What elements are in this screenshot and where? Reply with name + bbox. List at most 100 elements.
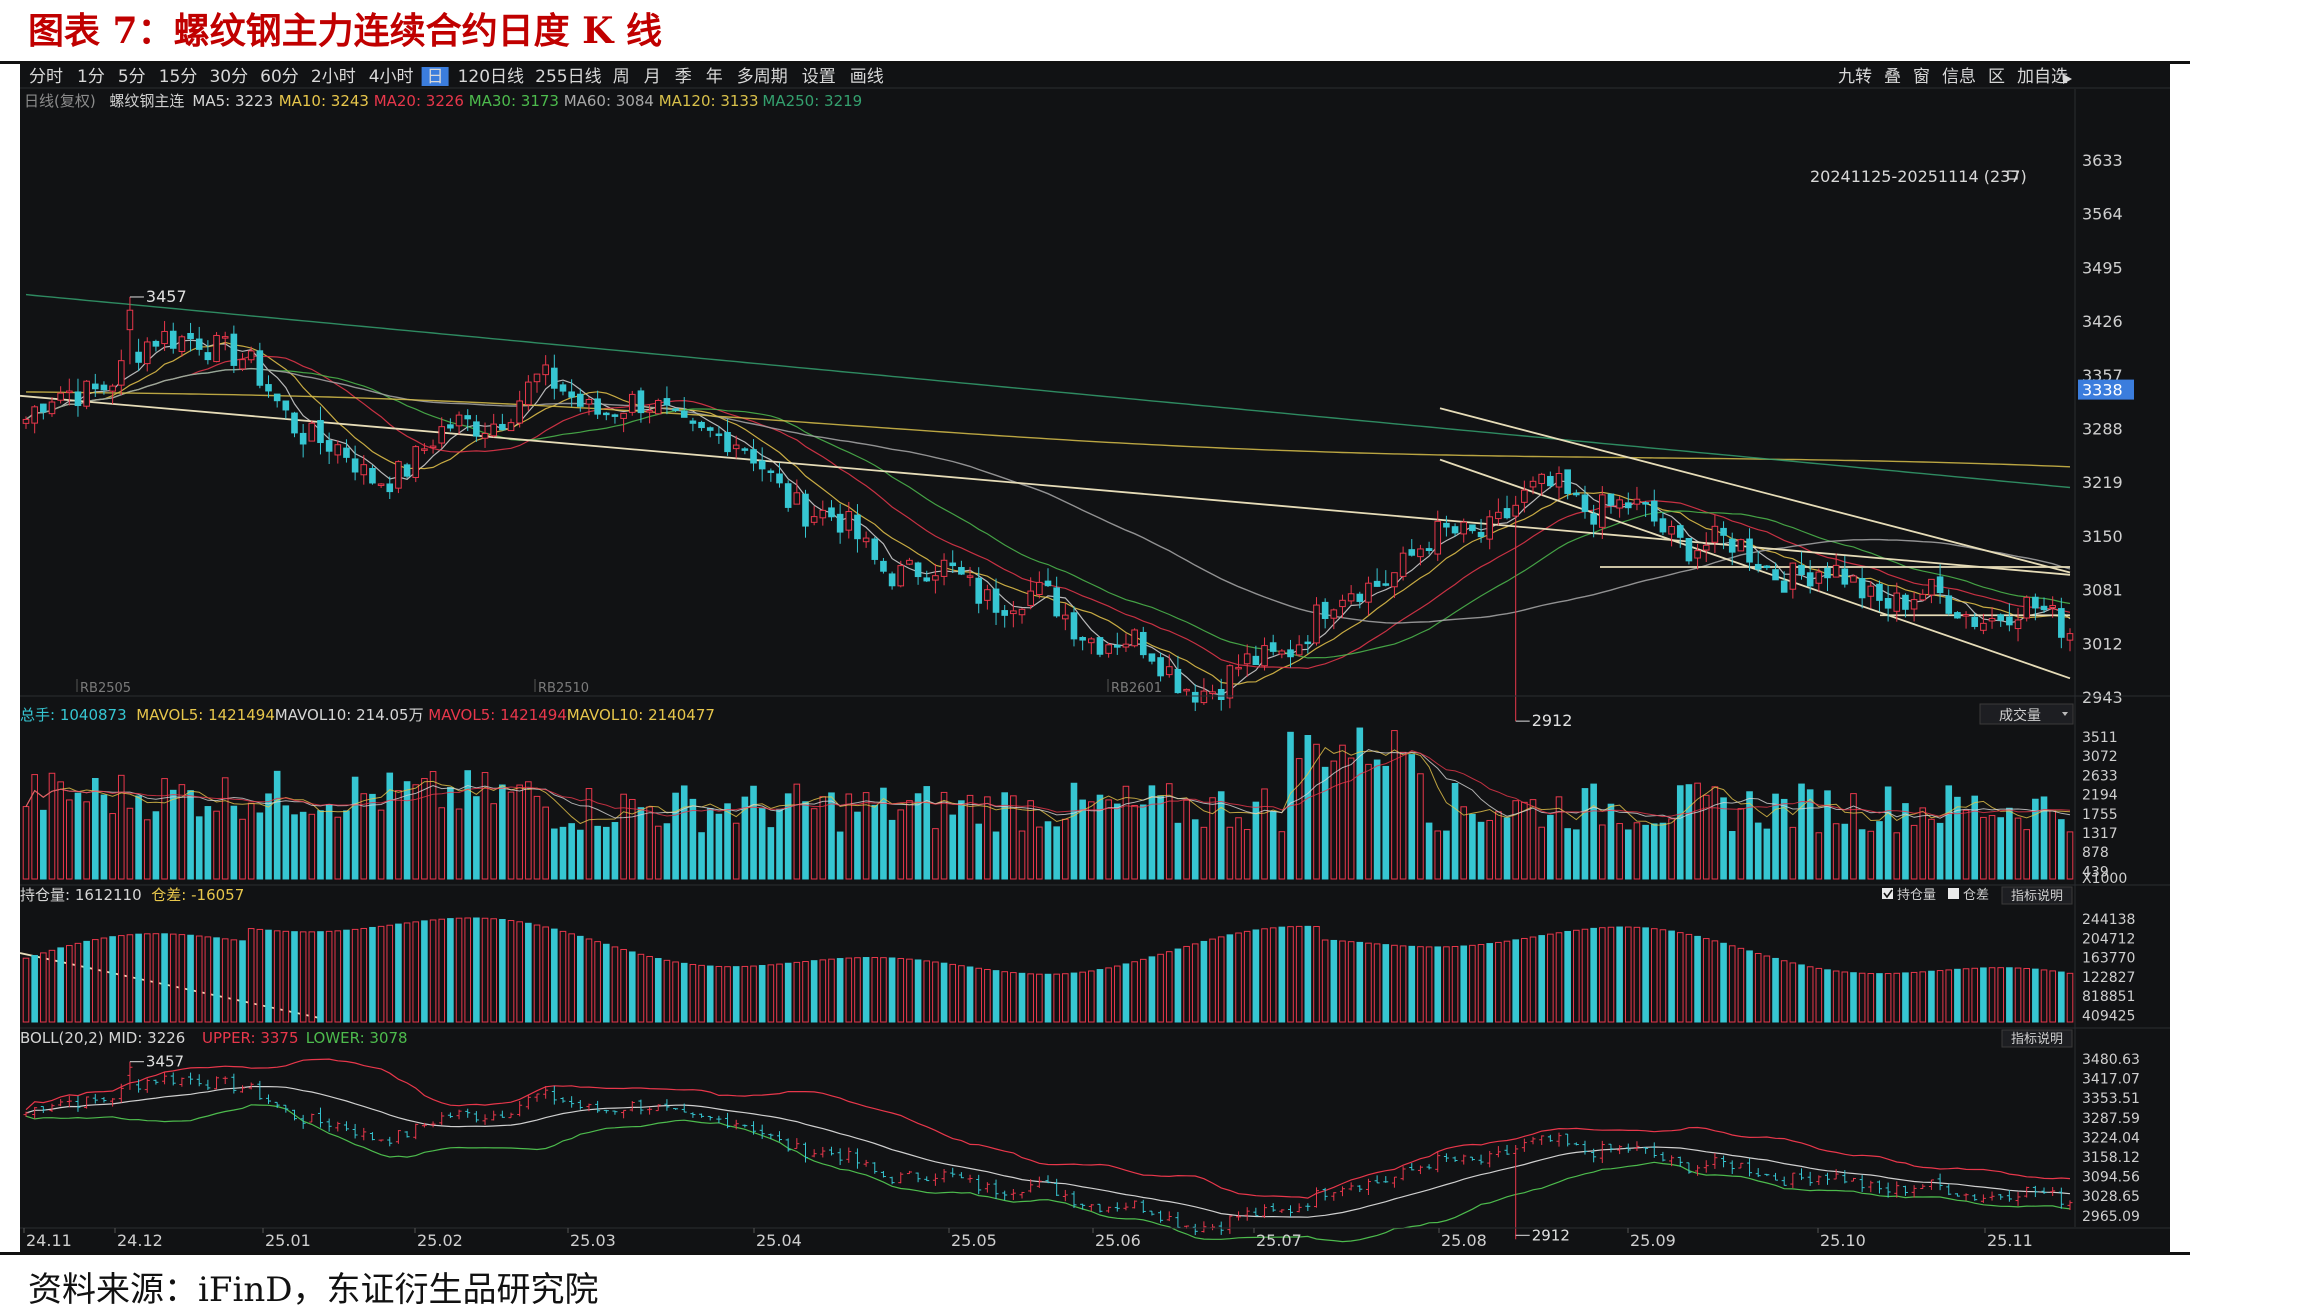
- toolbar-right-5[interactable]: 加自选: [2017, 67, 2068, 87]
- oi-bar: [628, 951, 636, 1023]
- price-tick-7: 3150: [2082, 527, 2123, 546]
- period-tab-16[interactable]: 设置: [802, 67, 836, 87]
- volume-bar: [299, 811, 307, 880]
- toolbar-right-2[interactable]: 窗: [1913, 67, 1930, 87]
- candle: [1451, 526, 1459, 534]
- candle: [1036, 581, 1043, 596]
- period-tab-6[interactable]: 2小时: [311, 67, 356, 87]
- candle: [429, 445, 437, 449]
- volume-bar: [109, 813, 116, 880]
- period-tab-2[interactable]: 5分: [118, 67, 146, 87]
- ma10-line: [25, 341, 2071, 685]
- period-tab-3[interactable]: 15分: [159, 67, 198, 87]
- period-tab-4[interactable]: 30分: [209, 67, 248, 87]
- period-tab-12[interactable]: 月: [644, 67, 661, 87]
- boll-help-bg[interactable]: [2001, 1029, 2073, 1048]
- volume-bar: [568, 823, 575, 880]
- boll-help-button[interactable]: 指标说明: [2011, 1032, 2063, 1047]
- period-tab-7[interactable]: 4小时: [369, 67, 414, 87]
- oi-bar: [334, 930, 342, 1023]
- candle: [2023, 596, 2030, 619]
- oi-bar: [1997, 967, 2005, 1023]
- main-legend-0: 日线(复权): [24, 92, 96, 110]
- period-tab-11[interactable]: 周: [613, 67, 630, 87]
- toolbar-right-3[interactable]: 信息: [1942, 67, 1976, 87]
- period-tab-10[interactable]: 255日线: [535, 67, 601, 87]
- oi-bar: [966, 966, 974, 1023]
- oi-bar: [1062, 973, 1069, 1023]
- oi-help-button[interactable]: 指标说明: [2011, 889, 2063, 904]
- candle: [1486, 516, 1494, 540]
- oi-checkbox[interactable]: [1882, 888, 1893, 899]
- volume-bar: [1088, 801, 1095, 880]
- volume-bar: [429, 771, 437, 880]
- candle: [1590, 513, 1597, 525]
- candle: [1079, 637, 1086, 641]
- oi-bar: [230, 939, 238, 1023]
- candle: [663, 398, 671, 406]
- oi-bar: [1789, 962, 1797, 1023]
- oi-bar: [516, 921, 523, 1023]
- volume-button-bg[interactable]: [1979, 703, 2074, 725]
- collapse-icon[interactable]: [2063, 74, 2072, 84]
- candle: [1737, 539, 1745, 552]
- candle: [1746, 538, 1753, 563]
- period-tab-0[interactable]: 分时: [29, 67, 63, 87]
- main-legend-3: MA10: 3243: [279, 92, 369, 110]
- volume-bar: [585, 788, 593, 880]
- max-price-label: 3457: [146, 287, 187, 306]
- volume-bar: [906, 800, 913, 880]
- toolbar-right-4[interactable]: 区: [1988, 67, 2005, 87]
- candle: [932, 575, 939, 581]
- volume-bar: [1391, 730, 1398, 880]
- period-tab-5[interactable]: 60分: [260, 67, 299, 87]
- period-tab-17[interactable]: 画线: [850, 67, 884, 87]
- period-tab-13[interactable]: 季: [675, 67, 692, 87]
- period-tab-9[interactable]: 120日线: [458, 67, 524, 87]
- volume-button[interactable]: 成交量: [1999, 707, 2041, 724]
- period-tab-15[interactable]: 多周期: [737, 67, 788, 87]
- volume-bar: [1512, 800, 1519, 880]
- candle: [1339, 599, 1346, 608]
- period-tab-1[interactable]: 1分: [77, 67, 105, 87]
- oi-bar: [975, 967, 983, 1023]
- period-tab-14[interactable]: 年: [706, 67, 723, 87]
- trading-chart[interactable]: 分时 1分 5分 15分 30分 60分 2小时 4小时日 120日线 255日线周月季年多周期设…: [20, 64, 2170, 1252]
- candle: [1010, 610, 1017, 615]
- candle: [1832, 564, 1840, 578]
- volume-bar: [802, 801, 809, 880]
- ma120-line: [25, 391, 2071, 468]
- ma250-line: [25, 293, 2071, 489]
- candle: [1564, 469, 1571, 494]
- oi-bar: [239, 940, 246, 1023]
- toolbar-right-1[interactable]: 叠: [1884, 67, 1901, 87]
- candle: [1070, 612, 1078, 640]
- oi-bar: [525, 922, 532, 1023]
- period-tab-8[interactable]: 日: [427, 67, 444, 87]
- candle: [1581, 494, 1589, 512]
- oi-bar: [91, 939, 99, 1023]
- oi-bar: [317, 931, 324, 1023]
- oi-bar: [880, 957, 887, 1023]
- candle: [117, 360, 125, 386]
- candle: [464, 415, 472, 420]
- volume-bar: [213, 810, 220, 880]
- candle: [291, 412, 298, 434]
- oi-bar: [1027, 973, 1034, 1023]
- volume-bar: [1477, 821, 1485, 880]
- volume-bar: [1746, 791, 1753, 880]
- volume-bar: [637, 807, 645, 880]
- oi-help-bg[interactable]: [2001, 886, 2073, 905]
- ma60-line: [25, 367, 2071, 624]
- volume-bar: [784, 793, 792, 880]
- candle: [2066, 633, 2074, 641]
- candle: [1044, 580, 1052, 587]
- x-tick-9: 25.08: [1441, 1231, 1487, 1250]
- diff-checkbox[interactable]: [1948, 888, 1959, 899]
- toolbar-right-0[interactable]: 九转: [1838, 67, 1872, 87]
- candle: [698, 421, 705, 429]
- oi-bar: [1668, 930, 1675, 1023]
- min-price-label: 2912: [1532, 711, 1573, 730]
- volume-bar: [516, 784, 523, 880]
- candle: [2058, 608, 2065, 638]
